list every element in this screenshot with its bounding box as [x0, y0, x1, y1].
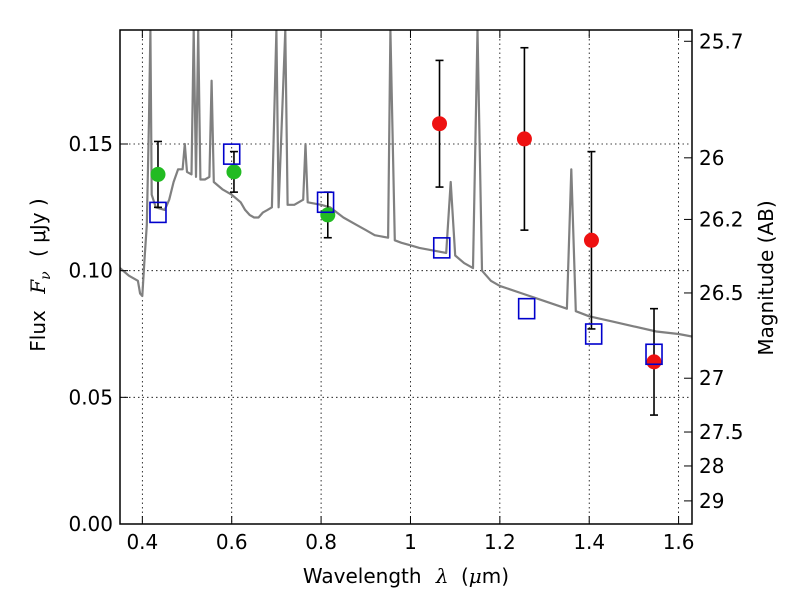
x-tick-label: 1 — [404, 530, 417, 554]
nir-data-point — [516, 131, 532, 147]
right-tick-label: 29 — [699, 489, 724, 513]
nir-data-point — [432, 116, 448, 132]
x-tick-label: 1.2 — [484, 530, 516, 554]
y-tick-label: 0.05 — [68, 385, 113, 409]
x-tick-label: 0.6 — [216, 530, 248, 554]
y-tick-label: 0.10 — [68, 259, 113, 283]
model-photometry-square — [584, 323, 603, 345]
x-tick-label: 0.4 — [126, 530, 158, 554]
model-photometry-square — [316, 191, 335, 214]
model-photometry-square — [222, 143, 241, 165]
right-tick-label: 25.7 — [699, 29, 744, 53]
right-tick-label: 27.5 — [699, 420, 744, 444]
x-axis-label: Wavelength λ (μm) — [303, 564, 509, 588]
ticks-layer: 0.4 0.6 0.8 1 1.2 1.4 1.6 0.00 0.05 0.10 0.15 25.7 2… — [68, 29, 743, 554]
nir-data-point — [646, 354, 662, 370]
x-tick-label: 1.6 — [663, 530, 695, 554]
points-layer — [149, 46, 663, 416]
y-tick-label: 0.00 — [68, 512, 113, 536]
model-photometry-square — [645, 343, 663, 366]
plot-frame — [119, 29, 693, 525]
model-photometry-square — [517, 297, 536, 320]
optical-data-point — [226, 164, 242, 180]
model-photometry-square — [432, 237, 451, 259]
y-tick-label: 0.15 — [68, 132, 113, 156]
right-tick-label: 26.5 — [699, 281, 744, 305]
x-tick-label: 0.8 — [305, 530, 337, 554]
right-tick-label: 26 — [699, 146, 724, 170]
right-axis-label: Magnitude (AB) — [754, 200, 778, 355]
right-tick-label: 26.2 — [699, 207, 744, 231]
spectrum-layer — [120, 30, 692, 338]
model-photometry-square — [149, 201, 167, 224]
y-axis-label: Flux Fν ( μJy ) — [26, 198, 55, 351]
nir-data-point — [583, 232, 599, 248]
spectrum-line — [120, 30, 692, 338]
right-tick-label: 28 — [699, 454, 724, 478]
optical-data-point — [320, 207, 336, 223]
x-tick-label: 1.4 — [573, 530, 605, 554]
right-tick-label: 27 — [699, 366, 724, 390]
optical-data-point — [150, 166, 166, 182]
grid-layer — [120, 30, 692, 524]
